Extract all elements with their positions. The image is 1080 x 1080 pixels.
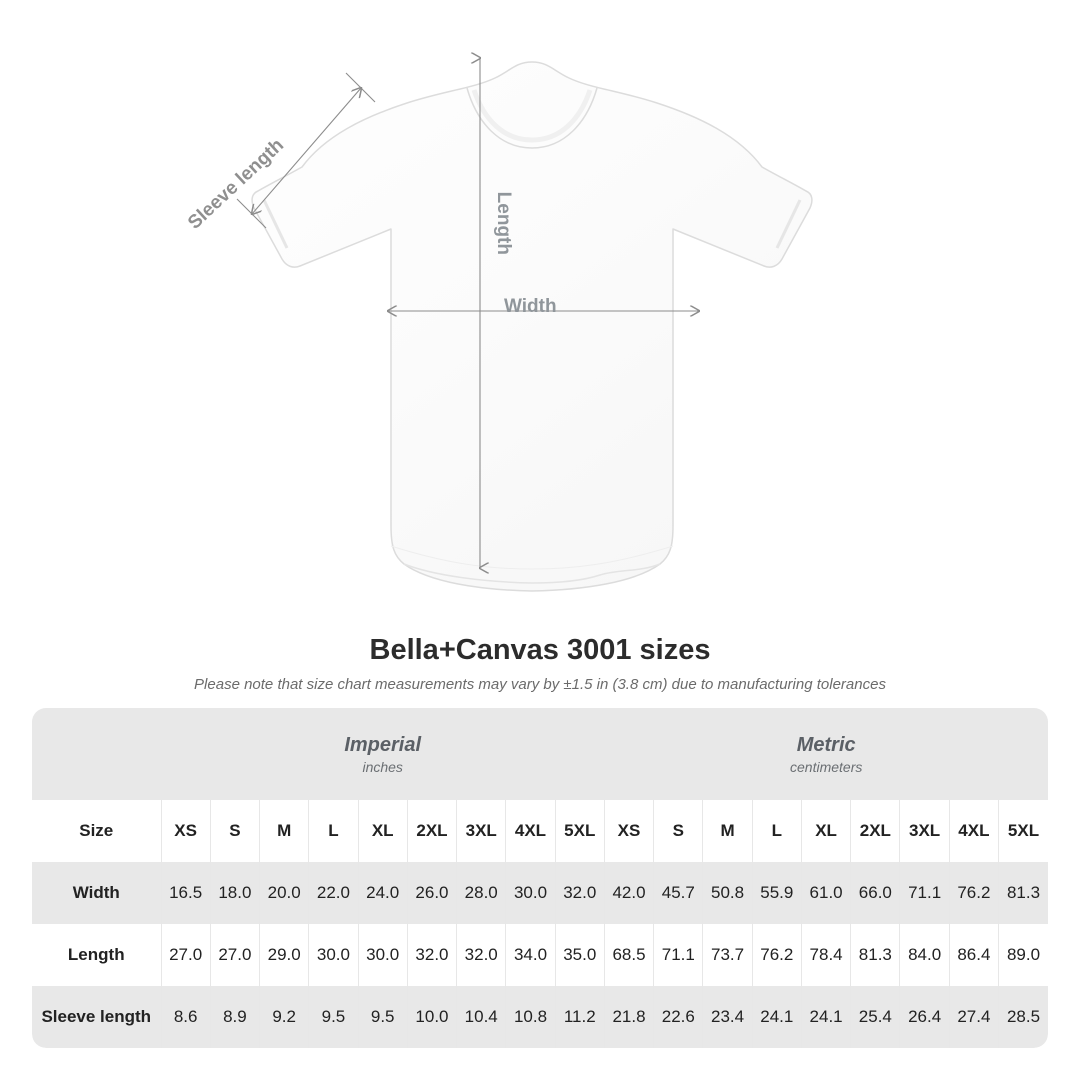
- svg-text:Sleeve length: Sleeve length: [184, 135, 288, 234]
- svg-text:Length: Length: [493, 192, 514, 255]
- svg-text:Width: Width: [504, 296, 557, 317]
